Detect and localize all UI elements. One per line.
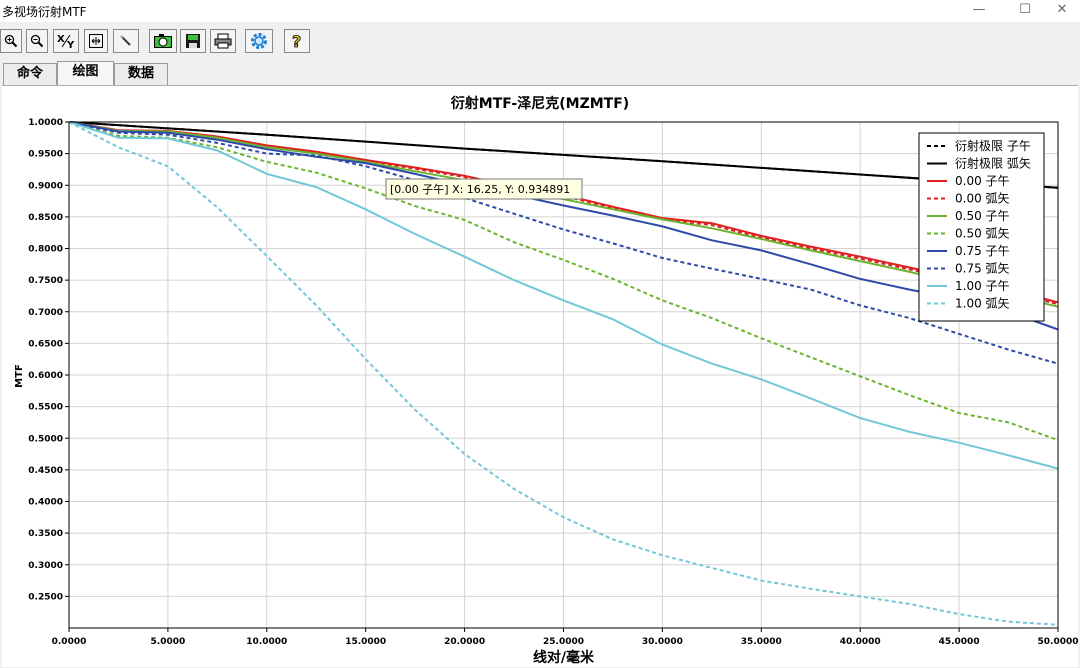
y-tick-label: 0.5000 (28, 434, 63, 444)
x-tick-label: 15.0000 (345, 637, 386, 647)
legend-label-8: 1.00 子午 (955, 279, 1010, 293)
y-axis-label: MTF (14, 364, 25, 388)
window-title: 多视场衍射MTF (2, 5, 87, 19)
chart-title: 衍射MTF-泽尼克(MZMTF) (450, 95, 629, 112)
series-line-6 (68, 121, 1059, 331)
pointer-button[interactable] (113, 29, 139, 53)
x-ticks: 0.0000 5.0000 10.0000 15.0000 20.0000 25.0000… (52, 628, 1078, 647)
legend-label-2: 0.00 子午 (955, 174, 1010, 188)
minimize-button[interactable]: — (972, 2, 986, 17)
x-tick-label: 5.0000 (151, 637, 186, 647)
legend-label-7: 0.75 弧矢 (955, 262, 1010, 276)
legend-label-9: 1.00 弧矢 (955, 297, 1010, 311)
x-tick-label: 50.0000 (1038, 637, 1079, 647)
fit-view-button[interactable] (84, 29, 108, 53)
series-line-8 (68, 121, 1059, 470)
y-tick-label: 0.4500 (28, 466, 63, 476)
tooltip-box (385, 178, 583, 200)
plot-area: 衍射MTF-泽尼克(MZMTF) 0.0000 5.0000 10.0000 15.0… (2, 85, 1078, 667)
y-tick-label: 1.0000 (28, 118, 63, 128)
print-button[interactable] (210, 29, 236, 53)
save-button[interactable] (180, 29, 206, 53)
svg-text:X: X (57, 34, 65, 45)
maximize-button[interactable]: ☐ (1019, 2, 1031, 17)
legend-label-1: 衍射极限 弧矢 (955, 156, 1031, 171)
y-tick-label: 0.4000 (28, 498, 63, 508)
y-tick-label: 0.9000 (28, 181, 63, 191)
x-tick-label: 45.0000 (939, 637, 980, 647)
y-tick-label: 0.3000 (28, 561, 63, 571)
y-tick-label: 0.8500 (28, 213, 63, 223)
svg-text:?: ? (292, 32, 301, 50)
x-tick-label: 20.0000 (444, 637, 485, 647)
y-tick-label: 0.8000 (28, 245, 63, 255)
y-tick-label: 0.7000 (28, 308, 63, 318)
zoom-in-button[interactable] (0, 29, 22, 53)
x-tick-label: 0.0000 (52, 637, 87, 647)
y-tick-label: 0.2500 (28, 592, 63, 602)
settings-button[interactable] (245, 29, 273, 53)
data-tooltip: [0.00 子午] X: 16.25, Y: 0.934891 (385, 178, 583, 200)
gear-icon (249, 31, 269, 51)
series-line-1 (68, 121, 1059, 189)
tooltip-text: [0.00 子午] X: 16.25, Y: 0.934891 (390, 183, 570, 196)
help-icon: ? (290, 32, 304, 50)
printer-icon (214, 33, 232, 49)
floppy-icon (185, 33, 201, 49)
x-tick-label: 30.0000 (642, 637, 683, 647)
legend-label-4: 0.50 子午 (955, 209, 1010, 223)
svg-text:Y: Y (66, 40, 75, 49)
tab-command[interactable]: 命令 (3, 63, 57, 85)
camera-icon (153, 33, 173, 49)
y-tick-label: 0.7500 (28, 276, 63, 286)
y-ticks: 1.0000 0.9500 0.9000 0.8500 0.8000 0.7500 0.70… (28, 118, 69, 602)
x-axis-label: 线对/毫米 (533, 649, 595, 666)
series-line-7 (68, 121, 1059, 365)
x-tick-label: 10.0000 (246, 637, 287, 647)
y-tick-label: 0.6500 (28, 339, 63, 349)
series-line-9 (68, 121, 1059, 626)
zoom-out-button[interactable] (26, 29, 48, 53)
zoom-out-icon (30, 34, 44, 48)
x-tick-label: 40.0000 (840, 637, 881, 647)
y-tick-label: 0.6000 (28, 371, 63, 381)
legend-label-5: 0.50 弧矢 (955, 227, 1010, 241)
legend-label-6: 0.75 子午 (955, 244, 1010, 258)
title-bar: 多视场衍射MTF — ☐ ✕ (0, 0, 1080, 22)
close-button[interactable]: ✕ (1056, 2, 1068, 17)
mtf-chart[interactable]: 衍射MTF-泽尼克(MZMTF) 0.0000 5.0000 10.0000 15.0… (2, 86, 1078, 668)
help-button[interactable]: ? (284, 29, 310, 53)
tab-plot[interactable]: 绘图 (57, 61, 114, 86)
zoom-in-icon (4, 34, 18, 48)
snapshot-button[interactable] (149, 29, 177, 53)
x-tick-label: 35.0000 (741, 637, 782, 647)
legend-label-3: 0.00 弧矢 (955, 192, 1010, 206)
series-line-5 (68, 121, 1059, 442)
y-tick-label: 0.9500 (28, 150, 63, 160)
tab-data[interactable]: 数据 (114, 63, 168, 85)
legend-label-0: 衍射极限 子午 (955, 138, 1031, 153)
plot-frame (68, 121, 1059, 629)
x-tick-label: 25.0000 (543, 637, 584, 647)
pencil-icon (119, 34, 133, 48)
y-tick-label: 0.3500 (28, 529, 63, 539)
fit-icon (88, 33, 104, 49)
y-tick-label: 0.5500 (28, 403, 63, 413)
tab-bar: 命令 绘图 数据 (0, 60, 1080, 86)
